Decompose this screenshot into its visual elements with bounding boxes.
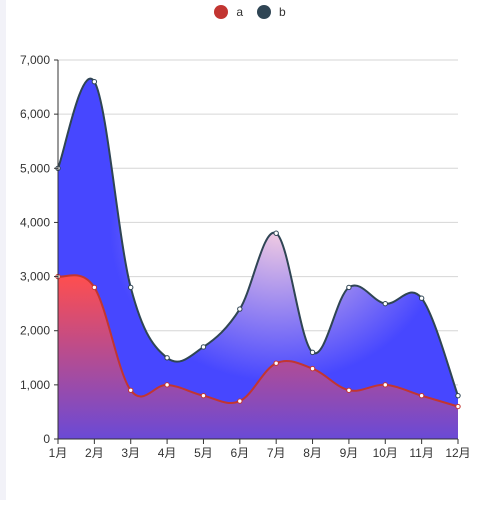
point-b-9[interactable] [346,284,352,291]
y-tick-label: 2,000 [20,324,50,338]
point-a-11[interactable] [418,392,425,399]
legend-label-b: b [279,5,286,19]
point-layer [55,78,461,410]
point-a-5[interactable] [200,392,207,399]
area-series-a [58,275,458,439]
y-tick-label: 0 [43,432,50,446]
legend-label-a: a [236,5,243,19]
area-layer [58,78,458,439]
x-tick-label: 3月 [121,446,140,460]
x-tick-label: 11月 [409,446,433,460]
area-series-b [58,78,458,439]
point-b-5[interactable] [200,344,207,350]
point-a-3[interactable] [128,387,134,393]
x-tick-label: 2月 [85,446,104,460]
point-b-11[interactable] [418,295,425,301]
x-tick-label: 8月 [303,446,322,460]
left-edge-strip [0,0,6,500]
legend-item-a[interactable]: a [214,5,243,19]
point-a-6[interactable] [237,398,243,404]
legend: a b [0,3,500,21]
point-b-7[interactable] [273,230,279,236]
axis-layer: 0 1,000 2,000 3,000 4,000 5,000 6,000 7,000 1月 2月… [20,53,471,460]
point-b-12[interactable] [455,392,461,399]
x-tick-label: 1月 [49,446,68,460]
x-tick-label: 9月 [340,446,359,460]
y-tick-label: 7,000 [20,53,50,67]
point-b-6[interactable] [237,306,243,312]
legend-marker-b [257,5,271,19]
y-tick-label: 1,000 [20,378,50,392]
x-tick-label: 7月 [267,446,286,460]
y-tick-label: 6,000 [20,107,50,121]
point-b-2[interactable] [91,78,98,85]
y-tick-label: 4,000 [20,215,50,229]
point-a-10[interactable] [382,382,388,388]
y-tick-label: 3,000 [20,270,50,284]
x-tick-label: 4月 [158,446,177,460]
point-a-12[interactable] [455,403,461,410]
x-tick-label: 10月 [373,446,398,460]
x-tick-label: 12月 [445,446,470,460]
x-tick-label: 5月 [194,446,213,460]
point-b-8[interactable] [309,349,316,356]
point-b-3[interactable] [128,284,134,291]
x-tick-label: 6月 [230,446,249,460]
point-a-7[interactable] [273,360,279,366]
point-a-4[interactable] [164,382,170,388]
legend-marker-a [214,5,229,19]
point-b-4[interactable] [164,355,170,361]
y-tick-label: 5,000 [20,161,50,175]
legend-item-b[interactable]: b [257,5,286,19]
point-a-9[interactable] [346,387,352,393]
point-a-2[interactable] [91,284,98,291]
point-a-8[interactable] [309,365,316,372]
point-b-10[interactable] [382,300,388,307]
